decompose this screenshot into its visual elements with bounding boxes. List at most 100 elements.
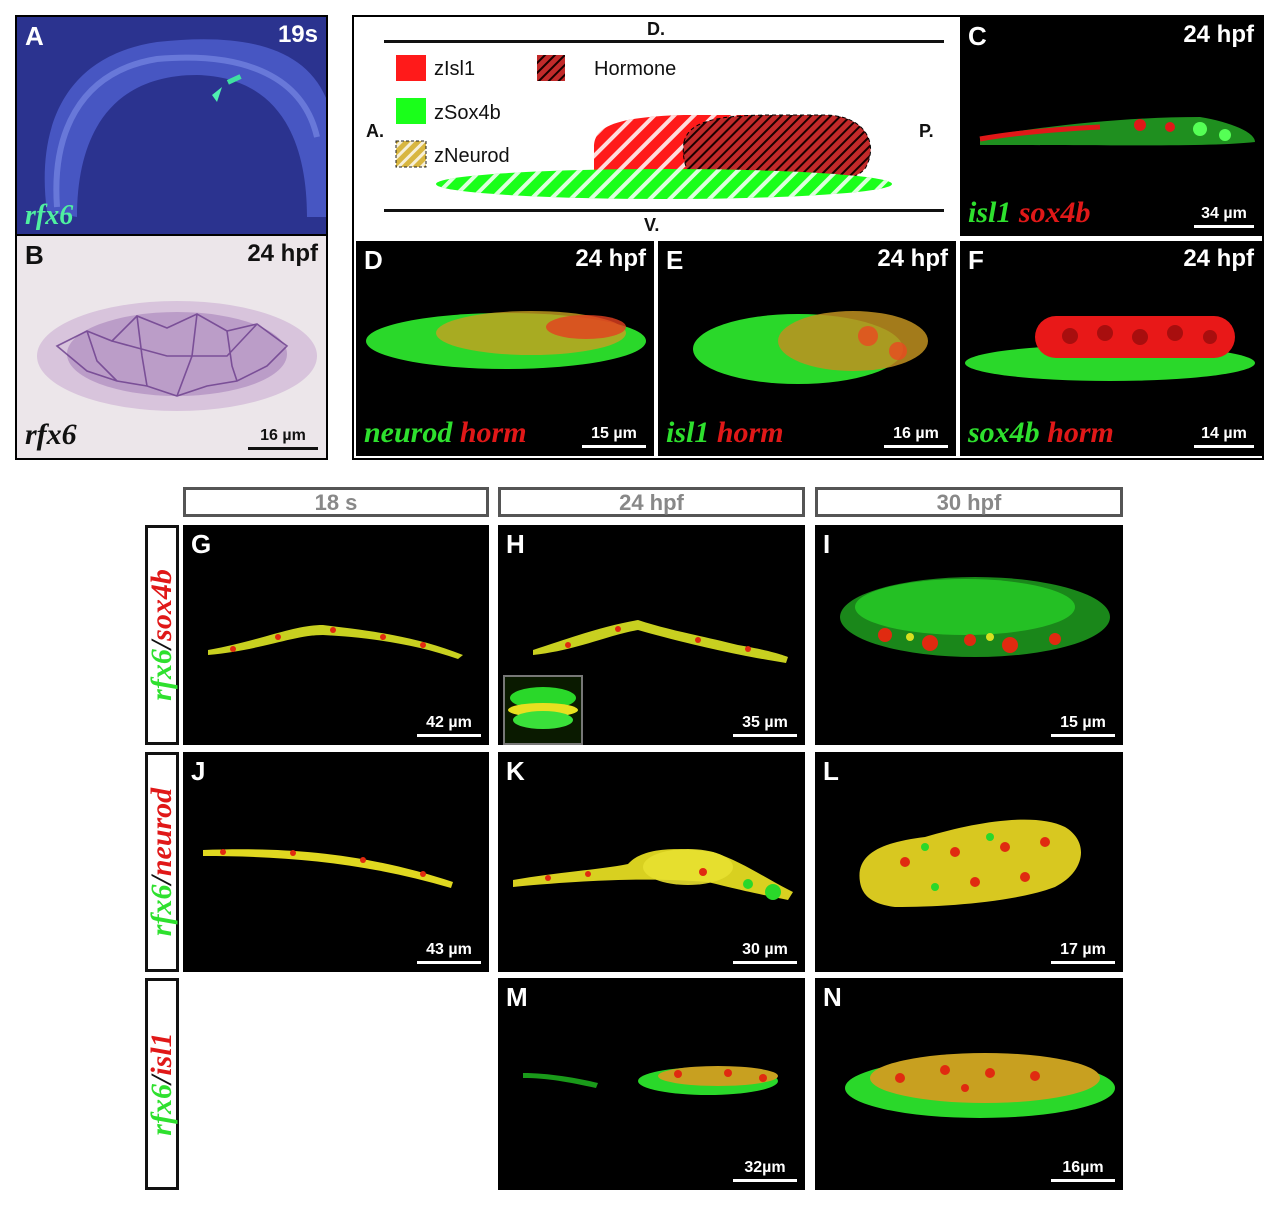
panel-d: D 24 hpf neurod horm 15 µm xyxy=(356,241,654,456)
gene-label: neurod horm xyxy=(364,416,527,450)
schematic-diagram: D. V. A. P. xyxy=(354,17,956,237)
gene-label: isl1 horm xyxy=(666,416,784,450)
scale-label: 35 µm xyxy=(742,714,788,731)
scale-label: 16 µm xyxy=(260,427,306,444)
fluorescence-image xyxy=(840,577,1110,657)
separator: / xyxy=(145,1075,178,1085)
gene-green: rfx6 xyxy=(145,1084,178,1136)
fluorescence-image xyxy=(513,849,793,900)
fluorescence-image xyxy=(979,117,1255,146)
fluorescence-image xyxy=(859,819,1082,907)
panel-letter: L xyxy=(823,756,839,786)
panel-letter: F xyxy=(968,245,984,275)
column-header-30hpf: 30 hpf xyxy=(815,487,1123,517)
inset-image xyxy=(503,675,583,745)
column-header-18s: 18 s xyxy=(183,487,489,517)
panel-m: M 32µm xyxy=(498,978,805,1190)
row-label-text: rfx6/sox4b xyxy=(145,569,179,701)
panel-e: E 24 hpf isl1 horm 16 µm xyxy=(658,241,956,456)
gene1: isl1 xyxy=(968,196,1012,229)
panel-c: C 24 hpf isl1 sox4b 34 µm xyxy=(960,17,1262,236)
row-label-text: rfx6/neurod xyxy=(145,788,179,936)
panel-g: G 42 µm xyxy=(183,525,489,745)
gene-label: rfx6 xyxy=(25,418,77,451)
scale-label: 34 µm xyxy=(1201,205,1247,222)
separator: / xyxy=(145,876,178,885)
scale-label: 43 µm xyxy=(426,941,472,958)
scale-bar: 17 µm xyxy=(1051,941,1115,964)
panel-letter: N xyxy=(823,982,842,1012)
panel-h: H 35 µm xyxy=(498,525,805,745)
posterior-label: P. xyxy=(919,121,934,141)
scale-bar: 15 µm xyxy=(582,425,646,448)
panel-i: I 15 µm xyxy=(815,525,1123,745)
gene2: horm xyxy=(1047,416,1114,449)
panel-k: K 30 µm xyxy=(498,752,805,972)
gene2: sox4b xyxy=(1018,196,1091,229)
panel-letter: J xyxy=(191,756,206,786)
legend-isl1: zIsl1 xyxy=(434,58,476,80)
fluorescence-image xyxy=(366,311,646,369)
scale-bar: 43 µm xyxy=(417,941,481,964)
gene-red: isl1 xyxy=(145,1032,178,1076)
legend-sox4b: zSox4b xyxy=(434,102,501,124)
gene-label: isl1 sox4b xyxy=(968,196,1091,230)
panel-letter: D xyxy=(364,245,383,275)
legend-neurod: zNeurod xyxy=(434,145,510,167)
panel-letter: B xyxy=(25,240,44,270)
panel-n: N 16µm xyxy=(815,978,1123,1190)
panel-letter: E xyxy=(666,245,684,275)
scale-label: 16 µm xyxy=(893,425,939,442)
panel-letter: G xyxy=(191,529,212,559)
diagram-shapes xyxy=(395,55,892,199)
gene1: isl1 xyxy=(666,416,710,449)
fluorescence-image xyxy=(208,625,463,659)
row-label-sox4b: rfx6/sox4b xyxy=(145,525,179,745)
gene-label: sox4b horm xyxy=(968,416,1114,450)
scale-bar: 30 µm xyxy=(733,941,797,964)
column-header-24hpf: 24 hpf xyxy=(498,487,805,517)
panel-b: B 24 hpf rfx6 16 µm xyxy=(15,236,328,460)
panel-a: A 19s rfx6 xyxy=(15,15,328,236)
panel-stage: 24 hpf xyxy=(1183,245,1254,272)
gene2: horm xyxy=(716,416,784,449)
gene-green: rfx6 xyxy=(145,649,178,701)
scale-label: 30 µm xyxy=(742,941,788,958)
panel-frame-right xyxy=(352,15,1264,460)
panel-letter: A xyxy=(25,21,44,51)
fluorescence-image xyxy=(533,620,788,663)
fluorescence-image xyxy=(203,849,453,888)
panel-letter: H xyxy=(506,529,525,559)
scale-bar: 15 µm xyxy=(1051,714,1115,737)
scale-bar: 16µm xyxy=(1051,1159,1115,1182)
panel-letter: I xyxy=(823,529,831,559)
panel-j: J 43 µm xyxy=(183,752,489,972)
row-label-text: rfx6/isl1 xyxy=(145,1032,179,1135)
scale-bar: 14 µm xyxy=(1194,425,1254,448)
gene-green: rfx6 xyxy=(145,884,178,937)
scale-bar: 35 µm xyxy=(733,714,797,737)
scale-label: 16µm xyxy=(1062,1159,1104,1176)
legend-hormone: Hormone xyxy=(594,58,677,80)
scale-label: 17 µm xyxy=(1060,941,1106,958)
scale-bar: 34 µm xyxy=(1194,205,1254,228)
gene-red: neurod xyxy=(145,787,178,877)
panel-f: F 24 hpf sox4b horm 14 µm xyxy=(960,241,1262,456)
panel-stage: 19s xyxy=(277,21,318,48)
gene1: sox4b xyxy=(968,416,1040,449)
gene2: horm xyxy=(459,416,527,449)
fluorescence-image xyxy=(693,311,928,384)
scale-bar: 16 µm xyxy=(884,425,948,448)
embryo-image xyxy=(44,39,326,217)
fluorescence-image xyxy=(965,316,1255,381)
ventral-line xyxy=(384,209,944,212)
ventral-label: V. xyxy=(644,215,660,235)
row-label-isl1: rfx6/isl1 xyxy=(145,978,179,1190)
panel-stage: 24 hpf xyxy=(1183,21,1254,48)
panel-letter: M xyxy=(506,982,528,1012)
scale-label: 15 µm xyxy=(1060,714,1106,731)
separator: / xyxy=(145,640,178,650)
panel-stage: 24 hpf xyxy=(575,245,646,272)
scale-label: 32µm xyxy=(744,1159,786,1176)
panel-letter: K xyxy=(506,756,525,786)
